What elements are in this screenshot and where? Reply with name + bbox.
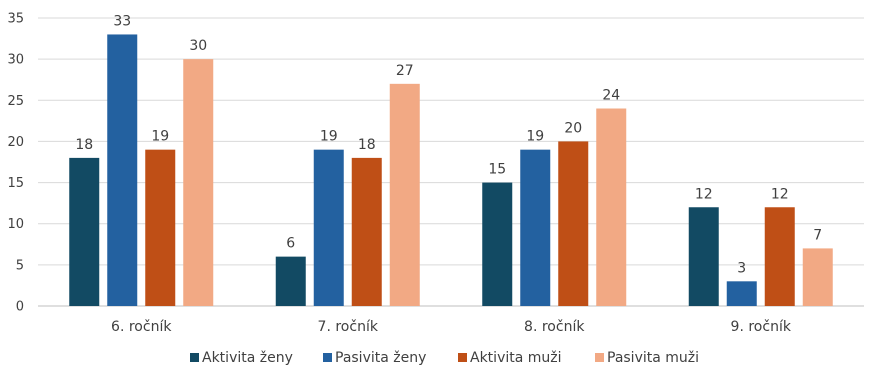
bar-value-label: 33 — [113, 13, 131, 29]
y-tick-label: 15 — [7, 176, 24, 191]
bar — [688, 207, 719, 306]
x-category-label: 8. ročník — [524, 319, 585, 335]
x-category-label: 7. ročník — [318, 319, 379, 335]
bar-value-label: 7 — [813, 227, 822, 243]
bar-value-label: 15 — [488, 162, 506, 178]
bar-value-label: 24 — [602, 88, 620, 104]
legend-label: Pasivita ženy — [335, 350, 426, 366]
legend-swatch — [458, 353, 467, 362]
bar — [558, 141, 589, 306]
legend-label: Pasivita muži — [607, 350, 699, 366]
bar — [520, 149, 551, 306]
bar — [275, 256, 306, 306]
bar-value-label: 19 — [526, 129, 544, 145]
y-tick-label: 20 — [7, 135, 24, 150]
legend-swatch — [595, 353, 604, 362]
bar-value-label: 6 — [286, 236, 295, 252]
legend-swatch — [323, 353, 332, 362]
bar-value-label: 12 — [695, 186, 713, 202]
bar-value-label: 18 — [75, 137, 93, 153]
bar-value-label: 30 — [189, 38, 207, 54]
bar — [107, 34, 138, 306]
y-tick-label: 10 — [7, 217, 24, 232]
x-axis: 6. ročník 7. ročník 8. ročník 9. ročník — [111, 319, 792, 335]
bar-value-label: 27 — [396, 63, 414, 79]
bar — [183, 59, 214, 307]
x-category-label: 9. ročník — [731, 319, 792, 335]
legend-label: Aktivita ženy — [202, 350, 293, 366]
y-axis: 0 5 10 15 20 25 30 35 — [7, 12, 24, 315]
bar — [726, 281, 757, 306]
bar-value-label: 20 — [564, 120, 582, 136]
bar-value-label: 19 — [151, 129, 169, 145]
y-tick-label: 35 — [7, 12, 24, 27]
bars — [69, 34, 833, 307]
y-tick-label: 30 — [7, 53, 24, 68]
bar-value-label: 19 — [320, 129, 338, 145]
y-tick-label: 0 — [16, 300, 24, 315]
legend-label: Aktivita muži — [470, 350, 562, 366]
bar — [802, 248, 833, 306]
data-labels: 18 33 19 30 6 19 18 27 15 19 20 24 12 3 12 7 — [75, 13, 822, 276]
legend-swatch — [190, 353, 199, 362]
bar — [313, 149, 344, 306]
bar — [482, 182, 513, 306]
bar — [764, 207, 795, 306]
bar — [145, 149, 176, 306]
y-tick-label: 5 — [16, 258, 24, 273]
bar-value-label: 3 — [737, 260, 746, 276]
bar-value-label: 18 — [358, 137, 376, 153]
x-category-label: 6. ročník — [111, 319, 172, 335]
bar — [389, 83, 420, 306]
legend: Aktivita ženy Pasivita ženy Aktivita muži P… — [190, 350, 699, 366]
bar — [69, 157, 100, 306]
y-tick-label: 25 — [7, 94, 24, 109]
bar — [596, 108, 627, 306]
bar-value-label: 12 — [771, 186, 789, 202]
gridlines — [38, 17, 864, 307]
bar — [351, 157, 382, 306]
